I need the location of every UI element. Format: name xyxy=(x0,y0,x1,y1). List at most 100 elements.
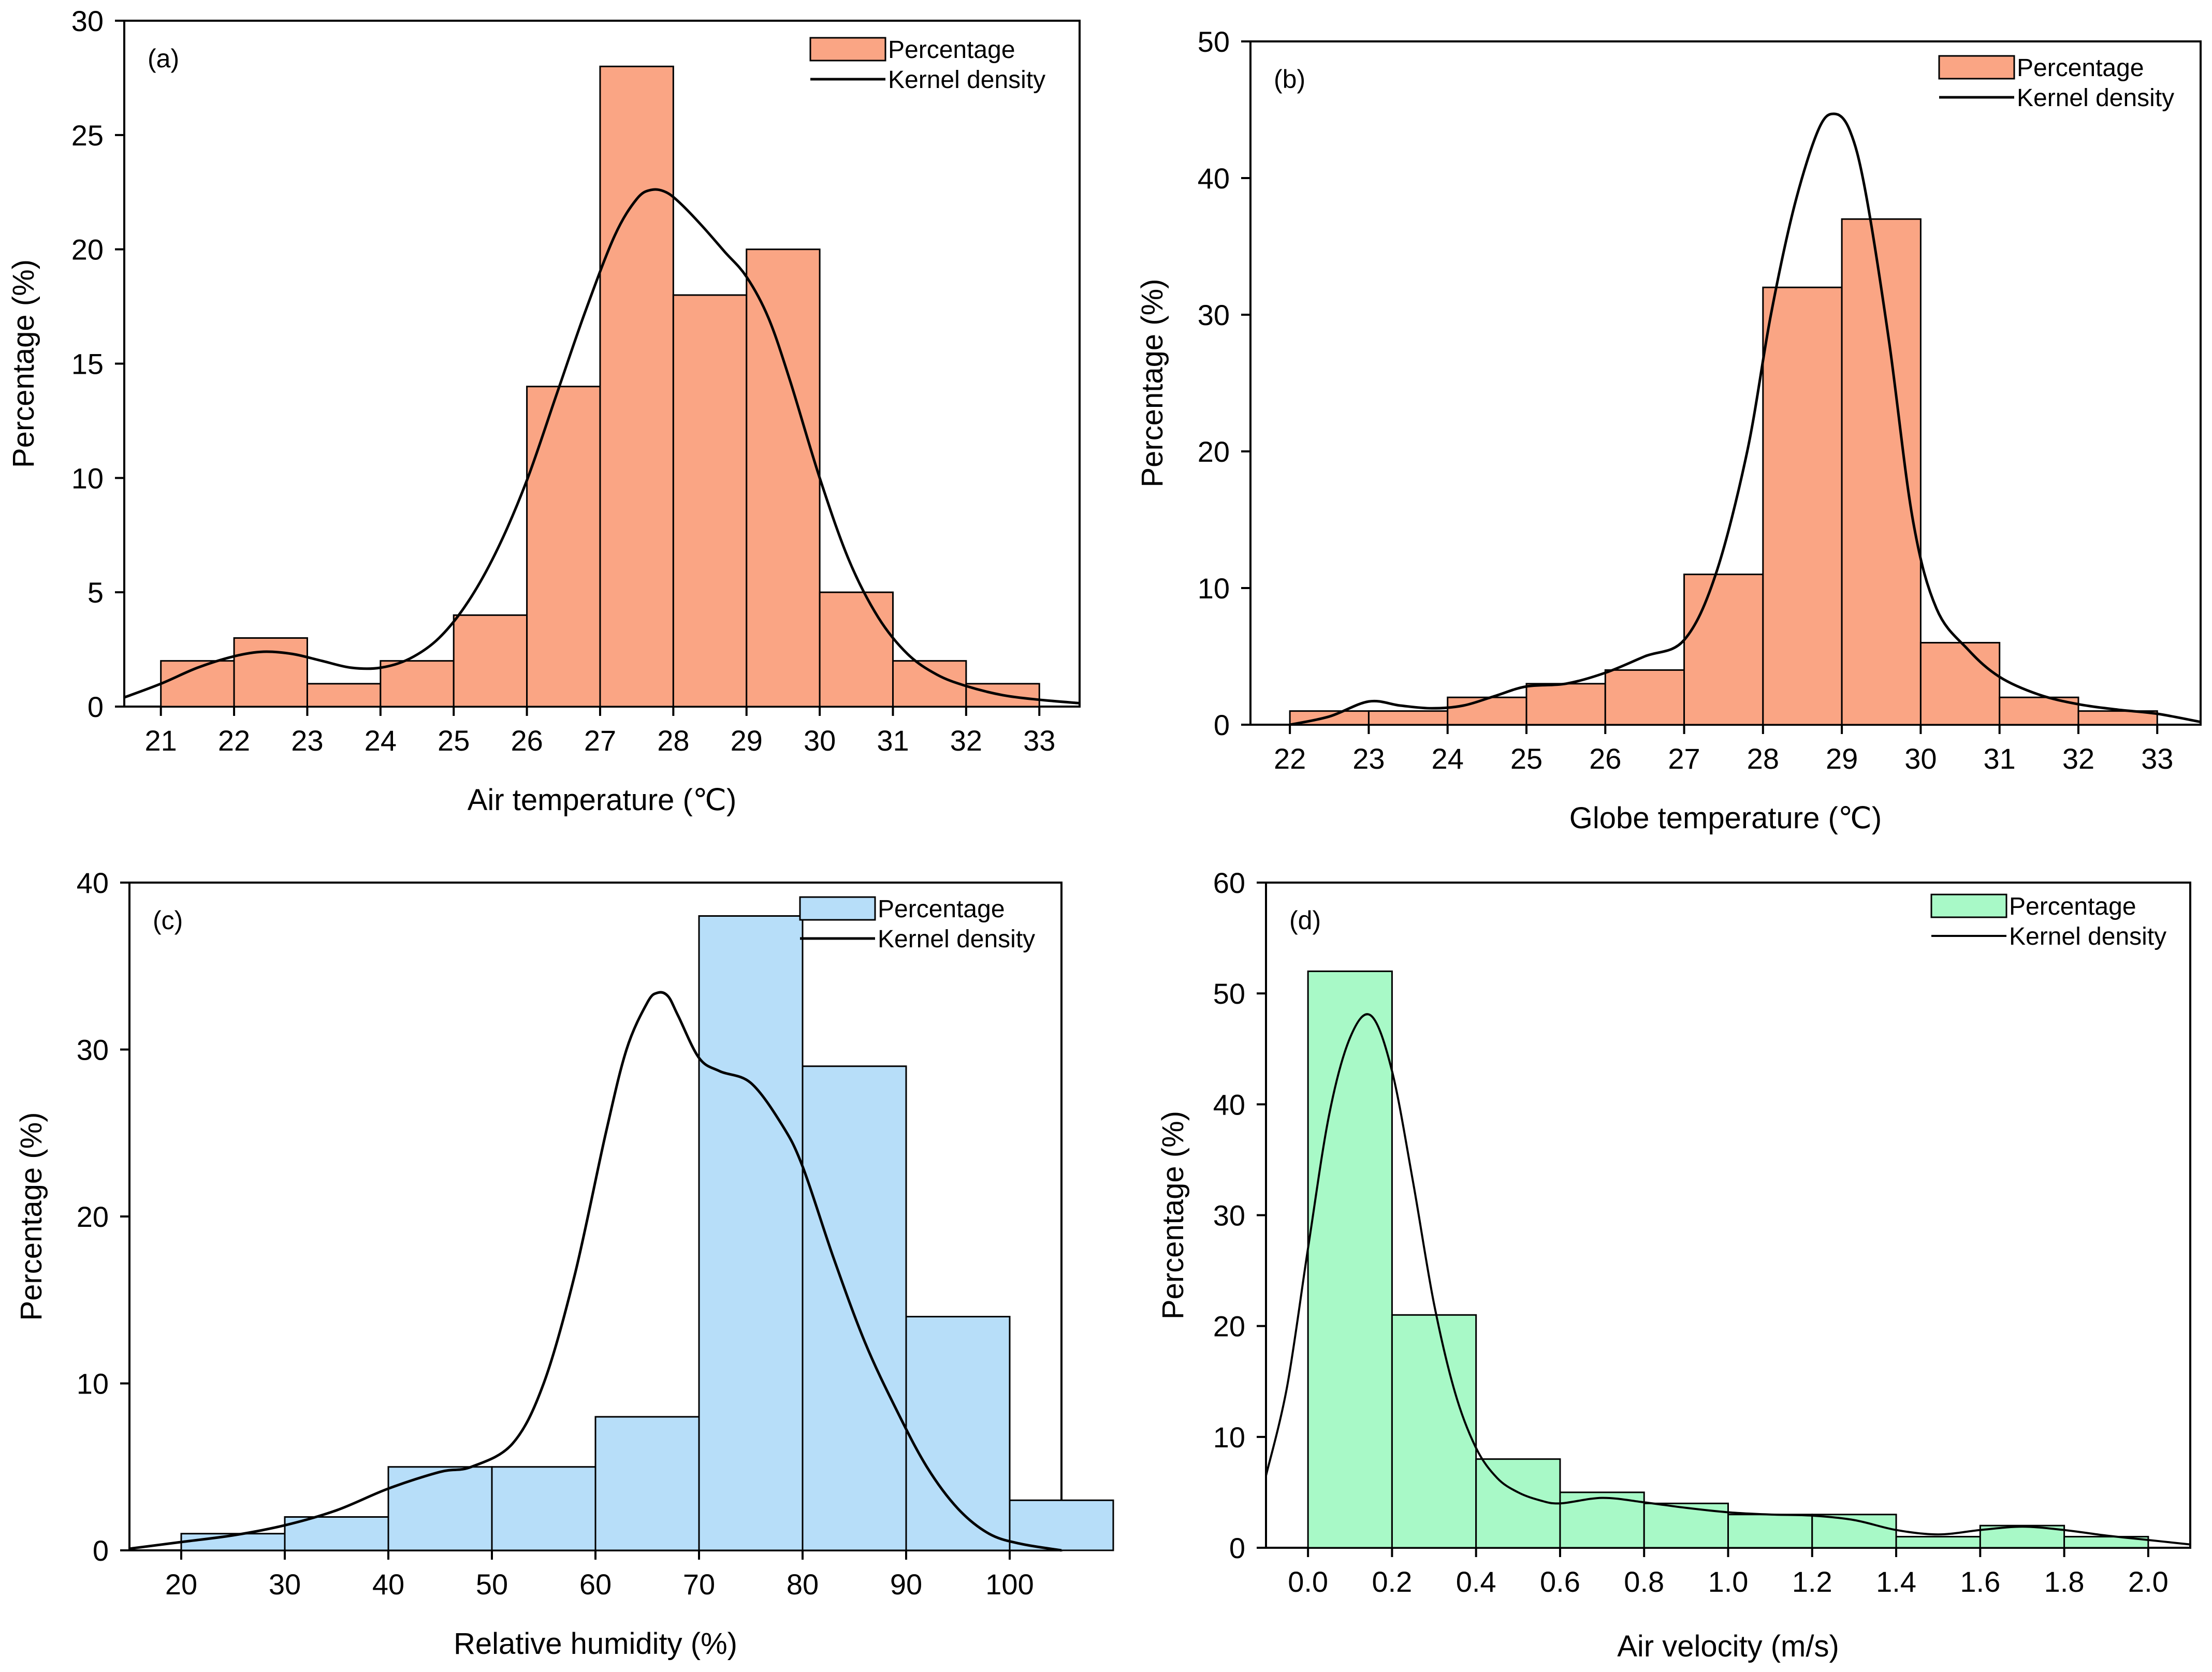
panel-label: (b) xyxy=(1274,65,1305,94)
x-tick-label: 22 xyxy=(218,724,250,757)
histogram-bar xyxy=(1447,696,1527,726)
legend-swatch-percentage xyxy=(809,37,886,62)
y-tick-label: 10 xyxy=(1213,1421,1245,1454)
histogram-bar xyxy=(1475,1458,1561,1549)
x-tick-label: 24 xyxy=(365,724,397,757)
legend-label-kernel-density: Kernel density xyxy=(878,926,1035,953)
x-tick-label: 25 xyxy=(1510,742,1542,775)
x-tick-label: 0.2 xyxy=(1372,1565,1412,1598)
histogram-bar xyxy=(233,637,308,708)
panel-label: (c) xyxy=(153,906,183,935)
histogram-bar xyxy=(802,1065,907,1551)
histogram-bar xyxy=(491,1466,596,1551)
histogram-bar xyxy=(1895,1536,1981,1549)
panel-label: (d) xyxy=(1289,906,1321,935)
bars-layer xyxy=(180,915,1114,1551)
x-tick-label: 30 xyxy=(269,1568,301,1601)
x-tick-label: 90 xyxy=(890,1568,922,1601)
histogram-bar xyxy=(1391,1314,1477,1549)
y-tick-label: 0 xyxy=(1214,709,1230,741)
histogram-bar xyxy=(1762,286,1843,726)
legend-label-percentage: Percentage xyxy=(2009,893,2136,920)
x-tick-label: 33 xyxy=(1023,724,1055,757)
legend-label-kernel-density: Kernel density xyxy=(888,66,1045,94)
x-tick-label: 31 xyxy=(877,724,909,757)
histogram-bar xyxy=(1307,970,1393,1549)
x-ticks: 0.0 0.2 0.4 0.6 0.8 1.0 1.2 1.4 1.6 1.8 2.0 xyxy=(1288,1548,2169,1598)
x-tick-label: 29 xyxy=(1826,742,1858,775)
y-ticks: 0 10 20 30 40 50 xyxy=(1198,25,1250,741)
histogram-bar xyxy=(672,294,748,708)
y-tick-label: 40 xyxy=(1213,1088,1245,1121)
legend: Percentage Kernel density xyxy=(799,896,1035,953)
y-tick-label: 50 xyxy=(1213,977,1245,1010)
y-tick-label: 30 xyxy=(1213,1199,1245,1232)
histogram-bar xyxy=(1643,1502,1729,1549)
x-tick-label: 30 xyxy=(804,724,836,757)
legend-label-percentage: Percentage xyxy=(888,36,1015,64)
kernel-density-line xyxy=(124,188,1080,705)
y-tick-label: 10 xyxy=(71,462,104,494)
x-ticks: 21 22 23 24 25 26 27 28 29 30 31 32 33 xyxy=(145,707,1055,757)
legend: Percentage Kernel density xyxy=(1930,893,2166,950)
histogram-bar xyxy=(453,614,528,708)
y-tick-label: 50 xyxy=(1198,25,1230,58)
x-axis-label: Relative humidity (%) xyxy=(454,1627,737,1661)
y-tick-label: 5 xyxy=(88,576,104,609)
histogram-bar xyxy=(698,915,804,1551)
legend-label-kernel-density: Kernel density xyxy=(2009,923,2166,950)
histogram-bar xyxy=(526,386,601,708)
x-tick-label: 28 xyxy=(657,724,689,757)
x-axis-label: Globe temperature (℃) xyxy=(1569,801,1882,835)
x-tick-label: 50 xyxy=(476,1568,508,1601)
x-tick-label: 26 xyxy=(511,724,543,757)
x-tick-label: 60 xyxy=(579,1568,612,1601)
x-tick-label: 26 xyxy=(1589,742,1621,775)
histogram-bar xyxy=(892,660,967,708)
x-tick-label: 31 xyxy=(1984,742,2016,775)
x-tick-label: 30 xyxy=(1904,742,1937,775)
x-tick-label: 1.0 xyxy=(1708,1565,1749,1598)
chart-panel-a: 21 22 23 24 25 26 27 28 29 30 31 32 33 051015202530 … xyxy=(7,5,1081,817)
y-tick-label: 0 xyxy=(1229,1532,1245,1564)
chart-panel-b: 22 23 24 25 26 27 28 29 30 31 32 33 0 10 20 30 40 50 (b)… xyxy=(1136,25,2202,835)
chart-panel-d: 0.0 0.2 0.4 0.6 0.8 1.0 1.2 1.4 1.6 1.8 2.0 0 10 20 3… xyxy=(1156,867,2191,1663)
y-axis-label: Percentage (%) xyxy=(1136,279,1169,488)
x-tick-label: 20 xyxy=(165,1568,197,1601)
histogram-bar xyxy=(306,683,382,708)
x-tick-label: 0.0 xyxy=(1288,1565,1328,1598)
legend-swatch-percentage xyxy=(799,896,876,921)
x-tick-label: 2.0 xyxy=(2128,1565,2169,1598)
x-tick-label: 100 xyxy=(985,1568,1034,1601)
x-tick-label: 32 xyxy=(950,724,982,757)
y-ticks: 0 5 10 15 20 25 30 xyxy=(71,5,124,723)
histogram-bar xyxy=(594,1416,700,1551)
histogram-bar xyxy=(1727,1514,1813,1549)
y-tick-label: 40 xyxy=(77,867,109,899)
x-tick-label: 29 xyxy=(731,724,763,757)
x-tick-label: 27 xyxy=(1668,742,1700,775)
histogram-bar xyxy=(746,248,821,708)
bars-layer xyxy=(1289,218,2158,726)
histogram-bar xyxy=(1999,696,2079,726)
y-ticks: 0 10 20 30 40 xyxy=(77,867,129,1567)
x-tick-label: 21 xyxy=(145,724,177,757)
y-tick-label: 30 xyxy=(1198,299,1230,331)
kernel-density-line xyxy=(1265,1013,2191,1546)
legend: Percentage Kernel density xyxy=(809,36,1045,94)
x-tick-label: 23 xyxy=(1352,742,1385,775)
chart-panel-c: 20 30 40 50 60 70 80 90 100 0 10 20 30 40 (c) Relati… xyxy=(14,867,1114,1661)
histogram-bar xyxy=(1009,1499,1114,1551)
y-tick-label: 0 xyxy=(93,1534,109,1567)
histogram-bar xyxy=(1683,574,1764,726)
histogram-bar xyxy=(2063,1536,2149,1549)
histogram-bar xyxy=(599,65,674,708)
histogram-bar xyxy=(905,1316,1011,1551)
x-tick-label: 70 xyxy=(683,1568,715,1601)
y-axis-label: Percentage (%) xyxy=(7,259,40,468)
bars-layer xyxy=(160,65,1040,708)
x-tick-label: 1.6 xyxy=(1960,1565,2000,1598)
x-tick-label: 80 xyxy=(787,1568,819,1601)
histogram-bar xyxy=(387,1466,493,1551)
x-tick-label: 32 xyxy=(2062,742,2094,775)
